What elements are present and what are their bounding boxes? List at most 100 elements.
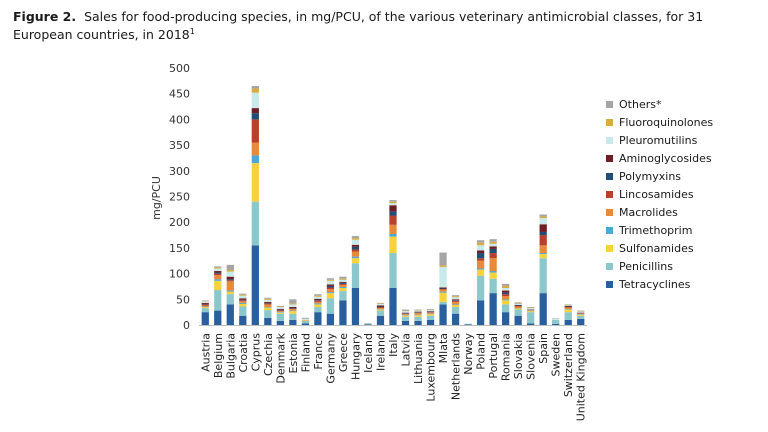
bar-segment [226, 281, 234, 291]
bar-segment [214, 268, 222, 272]
bar-segment [451, 304, 460, 308]
legend-label: Polymyxins [619, 169, 682, 183]
x-tick-label: Romania [500, 333, 513, 381]
bar-segment [426, 309, 435, 311]
bar-segment [264, 301, 272, 303]
bar-segment [426, 311, 435, 313]
bar-segment [276, 306, 284, 308]
bar-segment [226, 291, 234, 295]
bar-segment [289, 308, 297, 310]
bar-segment [439, 288, 447, 290]
bar-segment [502, 287, 510, 291]
bar-segment [376, 303, 385, 306]
bar-segment [476, 250, 485, 254]
bar-segment [451, 300, 460, 301]
legend-item: Lincosamides [606, 185, 713, 203]
bar-segment [339, 283, 347, 285]
bar-segment [314, 301, 322, 304]
bar-segment [502, 296, 510, 300]
bar-segment [289, 309, 297, 311]
bar-segment [539, 224, 547, 232]
bar-segment [351, 287, 360, 325]
bar-segment [476, 245, 485, 251]
legend-item: Aminoglycosides [606, 149, 713, 167]
bar-segment [364, 322, 372, 324]
bar-segment [351, 251, 360, 257]
legend-swatch [606, 244, 613, 252]
bar-segment [401, 311, 410, 313]
bar-segment [276, 305, 284, 307]
bar-segment [489, 241, 497, 244]
bar-segment [476, 268, 485, 270]
bar-segment [251, 245, 259, 325]
bar-segment [564, 319, 572, 325]
bar-segment [226, 279, 234, 281]
bar-segment [389, 211, 397, 216]
bar-segment [476, 275, 485, 301]
bar-segment [201, 300, 209, 301]
bar-segment [339, 276, 347, 279]
bar-segment [251, 119, 259, 143]
bar-segment [376, 307, 385, 309]
bar-segment [439, 292, 447, 302]
y-tick-label: 0 [183, 319, 190, 332]
bar-segment [289, 319, 297, 325]
bar-segment [339, 286, 347, 288]
bar-segment [201, 301, 209, 303]
bar-segment [389, 236, 397, 254]
bar-segment [276, 307, 284, 310]
bar-segment [214, 272, 222, 274]
bar-segment [502, 299, 510, 301]
bar-segment [289, 307, 297, 309]
legend-swatch [606, 100, 613, 108]
bar-segment [426, 312, 435, 313]
bar-segment [539, 218, 547, 225]
x-tick-label: Portugal [487, 333, 500, 379]
x-tick-label: Italy [387, 333, 400, 357]
bar-segment [439, 287, 447, 289]
bar-segment [376, 309, 385, 310]
bar-segment [239, 295, 247, 299]
bar-segment [502, 312, 510, 325]
bar-segment [489, 258, 497, 272]
bar-segment [251, 85, 259, 89]
bar-segment [201, 307, 209, 309]
bar-segment [389, 253, 397, 288]
bar-segment [451, 299, 460, 301]
x-tick-label: Austria [199, 333, 212, 372]
x-tick-label: Norway [462, 333, 475, 375]
bar-segment [401, 310, 410, 312]
x-tick-label: Netherlands [450, 333, 463, 400]
bar-segment [527, 312, 535, 324]
footnote-marker: 1 [189, 26, 195, 36]
x-tick-label: Denmark [274, 332, 287, 383]
bar-segment [514, 308, 522, 310]
bar-segment [251, 92, 259, 109]
bar-segment [577, 318, 585, 325]
bar-segment [502, 300, 510, 305]
bar-segment [439, 289, 447, 292]
bar-segment [401, 320, 410, 325]
x-tick-label: Cyprus [249, 333, 262, 372]
bar-segment [351, 238, 360, 240]
legend-item: Fluoroquinolones [606, 113, 713, 131]
figure-label: Figure 2. [13, 9, 77, 24]
bar-segment [489, 293, 497, 325]
bar-segment [564, 304, 572, 306]
legend-label: Penicillins [619, 259, 674, 273]
bar-segment [577, 315, 585, 319]
bar-segment [226, 264, 234, 270]
bar-segment [289, 311, 297, 314]
bar-segment [514, 308, 522, 309]
bar-segment [201, 312, 209, 325]
bar-segment [214, 271, 222, 273]
bar-segment [414, 311, 422, 313]
bar-segment [489, 243, 497, 247]
bar-segment [364, 324, 372, 325]
bar-segment [226, 271, 234, 277]
bar-segment [376, 305, 385, 307]
bar-segment [301, 320, 310, 324]
bar-segment [414, 313, 422, 315]
bar-segment [577, 314, 585, 315]
bar-segment [401, 313, 410, 314]
